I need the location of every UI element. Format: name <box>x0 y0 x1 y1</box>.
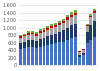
Bar <box>39 39 42 47</box>
Bar <box>19 43 22 49</box>
Bar <box>70 12 73 15</box>
Bar <box>19 38 22 43</box>
Bar <box>58 21 61 23</box>
Bar <box>39 47 42 65</box>
Bar <box>90 25 92 40</box>
Bar <box>46 30 49 36</box>
Bar <box>42 46 46 65</box>
Bar <box>70 38 73 65</box>
Bar <box>78 52 81 55</box>
Bar <box>35 41 38 48</box>
Bar <box>19 49 22 65</box>
Bar <box>42 30 46 32</box>
Bar <box>27 35 30 40</box>
Bar <box>93 13 96 21</box>
Bar <box>27 31 30 33</box>
Bar <box>58 32 61 42</box>
Bar <box>74 15 77 24</box>
Bar <box>58 25 61 32</box>
Bar <box>35 32 38 34</box>
Bar <box>31 34 34 40</box>
Bar <box>50 24 53 26</box>
Bar <box>42 28 46 30</box>
Bar <box>35 36 38 41</box>
Bar <box>86 26 88 32</box>
Bar <box>27 33 30 35</box>
Bar <box>93 9 96 11</box>
Bar <box>50 44 53 65</box>
Bar <box>39 33 42 39</box>
Bar <box>62 42 65 65</box>
Bar <box>78 57 81 65</box>
Bar <box>66 28 69 40</box>
Bar <box>50 26 53 28</box>
Bar <box>66 40 69 65</box>
Bar <box>58 23 61 25</box>
Bar <box>31 31 34 33</box>
Bar <box>90 17 92 25</box>
Bar <box>82 53 85 55</box>
Bar <box>82 49 85 50</box>
Bar <box>54 25 57 27</box>
Bar <box>54 23 57 25</box>
Bar <box>78 51 81 52</box>
Bar <box>62 23 65 30</box>
Bar <box>90 16 92 17</box>
Bar <box>93 37 96 65</box>
Bar <box>35 34 38 36</box>
Bar <box>58 42 61 65</box>
Bar <box>54 27 57 34</box>
Bar <box>66 17 69 20</box>
Bar <box>74 13 77 15</box>
Bar <box>62 19 65 21</box>
Bar <box>86 32 88 43</box>
Bar <box>23 35 26 36</box>
Bar <box>54 43 57 65</box>
Bar <box>54 34 57 43</box>
Bar <box>74 24 77 37</box>
Bar <box>23 36 26 42</box>
Bar <box>50 35 53 44</box>
Bar <box>86 43 88 65</box>
Bar <box>23 42 26 48</box>
Bar <box>39 29 42 31</box>
Bar <box>62 30 65 42</box>
Bar <box>70 25 73 38</box>
Bar <box>70 17 73 25</box>
Bar <box>86 25 88 26</box>
Bar <box>93 11 96 13</box>
Bar <box>31 47 34 65</box>
Bar <box>46 28 49 30</box>
Bar <box>31 33 34 34</box>
Bar <box>35 48 38 65</box>
Bar <box>27 40 30 47</box>
Bar <box>74 10 77 13</box>
Bar <box>93 21 96 37</box>
Bar <box>50 28 53 35</box>
Bar <box>31 40 34 47</box>
Bar <box>42 32 46 37</box>
Bar <box>46 26 49 28</box>
Bar <box>42 37 46 46</box>
Bar <box>86 24 88 25</box>
Bar <box>19 36 22 38</box>
Bar <box>82 55 85 65</box>
Bar <box>82 48 85 49</box>
Bar <box>46 45 49 65</box>
Bar <box>19 35 22 36</box>
Bar <box>46 36 49 45</box>
Bar <box>78 55 81 57</box>
Bar <box>90 40 92 65</box>
Bar <box>23 34 26 35</box>
Bar <box>70 15 73 17</box>
Bar <box>27 47 30 65</box>
Bar <box>39 31 42 33</box>
Bar <box>66 20 69 28</box>
Bar <box>66 15 69 17</box>
Bar <box>62 21 65 23</box>
Bar <box>90 14 92 16</box>
Bar <box>82 50 85 53</box>
Bar <box>23 48 26 65</box>
Bar <box>74 37 77 65</box>
